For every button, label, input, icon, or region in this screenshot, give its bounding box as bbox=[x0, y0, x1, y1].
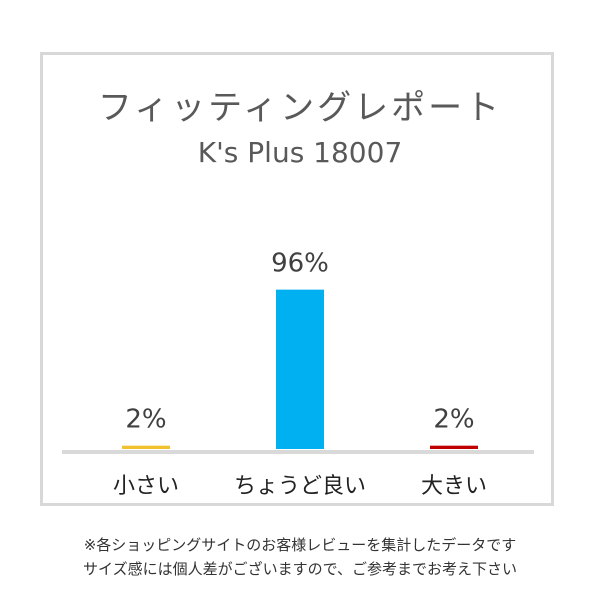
chart-title: フィッティングレポート bbox=[97, 88, 503, 128]
data-label-3: 2% bbox=[433, 405, 474, 435]
category-label-1: 小さい bbox=[113, 474, 179, 499]
footnote-line-2: サイズ感には個人差がございますので、ご参考までお考え下さい bbox=[83, 560, 517, 578]
bars-group bbox=[122, 289, 478, 449]
data-label-2: 96% bbox=[271, 249, 329, 279]
footnote-line-1: ※各ショッピングサイトのお客様レビューを集計したデータです bbox=[83, 536, 517, 554]
bar-3 bbox=[430, 445, 478, 449]
category-label-2: ちょうど良い bbox=[234, 474, 366, 499]
data-label-1: 2% bbox=[125, 405, 166, 435]
bar-2 bbox=[276, 289, 324, 449]
labels-group: 2% 小さい 96% ちょうど良い 2% 大きい bbox=[113, 249, 487, 499]
category-label-3: 大きい bbox=[421, 474, 487, 499]
bar-1 bbox=[122, 445, 170, 449]
chart-subtitle: K's Plus 18007 bbox=[197, 136, 403, 169]
